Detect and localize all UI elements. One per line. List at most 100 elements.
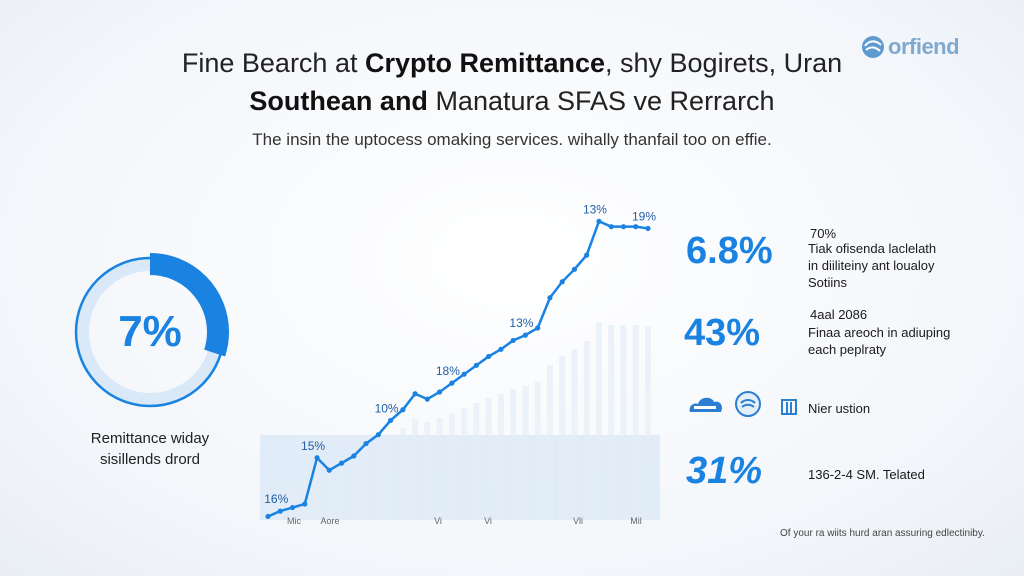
data-point (375, 432, 381, 438)
donut-value: 7% (118, 307, 182, 356)
grid-bar (534, 382, 541, 520)
grid-bar (387, 434, 394, 520)
building-icon (781, 399, 797, 415)
donut-label: Remittance widay sisillends drord (90, 430, 210, 468)
grid-bar (571, 349, 578, 520)
page-subtitle: The insin the uptocess omaking services.… (252, 130, 772, 149)
grid-bar (314, 455, 321, 520)
data-point (363, 440, 369, 447)
grid-bar (375, 442, 382, 520)
line-chart: Mic Aore Vi Vi Vli Mil 16% 15% 10% 18% 13% 13% 19% (260, 202, 660, 526)
grid-bar (608, 325, 615, 520)
grid-bar (546, 365, 553, 520)
data-point (351, 453, 357, 459)
data-point (449, 380, 455, 386)
footnote: Of your ra wiits hurd aran assuring edle… (780, 528, 985, 539)
data-point (412, 391, 418, 397)
grid-bar (510, 389, 517, 520)
data-point (547, 295, 553, 301)
data-point (326, 467, 332, 473)
data-point (277, 508, 283, 514)
data-point (437, 389, 443, 395)
data-point (424, 396, 430, 402)
stat-3-desc: Nier ustion (808, 401, 871, 416)
grid-bar (645, 326, 651, 520)
stat-2-top: 4aal 2086 (810, 307, 868, 322)
grid-bar (350, 454, 357, 520)
x-tick-label: Vli (573, 516, 583, 526)
stat-1-top: 70% (810, 226, 837, 241)
grid-bar (265, 488, 271, 520)
data-point (535, 325, 541, 331)
data-point (314, 455, 320, 461)
data-point (265, 513, 271, 520)
x-tick-label: Vi (434, 516, 442, 526)
data-point (633, 224, 639, 230)
data-label: 15% (301, 439, 325, 453)
data-point (620, 224, 627, 230)
data-point (289, 504, 296, 511)
grid-bar (326, 462, 333, 520)
stat-4-value: 31% (686, 450, 763, 492)
data-point (498, 346, 504, 352)
grid-bar (632, 325, 639, 520)
x-tick-label: Vi (484, 516, 492, 526)
grid-bar (497, 394, 504, 520)
x-tick-label: Mil (630, 516, 642, 526)
page-title-line-1: Fine Bearch at Crypto Remittance, shy Bo… (181, 48, 843, 78)
data-point (645, 225, 651, 232)
data-point (486, 353, 492, 360)
brand-logo: orfiend (860, 34, 960, 60)
brand-name: orfiend (888, 34, 960, 59)
data-label: 19% (632, 209, 656, 223)
data-point (461, 371, 467, 377)
grid-bar (522, 386, 529, 520)
data-point (584, 252, 590, 258)
grid-bar (485, 398, 492, 520)
data-label: 13% (583, 202, 607, 216)
data-label: 16% (264, 492, 288, 506)
grid-bar (448, 413, 455, 520)
data-point (559, 279, 565, 285)
stat-2-value: 43% (684, 312, 761, 354)
data-point (302, 501, 308, 507)
x-tick-label: Mic (287, 516, 301, 526)
data-point (608, 224, 614, 230)
globe-swirl-icon (862, 36, 884, 58)
grid-bar (595, 322, 602, 520)
grid-bar (473, 403, 480, 520)
grid-bar (338, 458, 345, 520)
grid-bar (620, 325, 627, 520)
data-label: 18% (436, 364, 460, 378)
data-point (338, 460, 345, 466)
grid-bar (583, 341, 590, 520)
data-point (596, 218, 602, 224)
data-point (571, 266, 578, 272)
grid-bar (559, 356, 566, 520)
grid-bar (277, 485, 284, 520)
grid-bar (289, 483, 296, 520)
donut-chart (71, 253, 229, 411)
page-title-line-2: Southean and Manatura SFAS ve Rerrarch (249, 86, 775, 116)
cloud-badge-icon (689, 397, 723, 412)
grid-bar (363, 447, 370, 520)
stat-1-desc: Tiak ofisenda laclelath in diiliteiny ant… (808, 241, 937, 290)
stat-2-desc: Finaa areoch in adiuping each peplraty (808, 325, 951, 357)
stat-4-desc: 136-2-4 SM. Telated (808, 467, 925, 482)
data-point (387, 417, 394, 424)
grid-bar (436, 418, 443, 520)
data-label: 13% (509, 316, 533, 330)
x-tick-label: Aore (320, 516, 339, 526)
grid-bar (412, 419, 419, 520)
grid-bar (424, 422, 431, 520)
data-point (473, 362, 479, 368)
data-point (400, 407, 406, 413)
data-point (522, 332, 529, 338)
data-label: 10% (375, 401, 399, 415)
data-point (510, 337, 516, 344)
stat-1-value: 6.8% (686, 230, 773, 272)
donut-arc (71, 253, 229, 411)
globe-badge-icon (735, 391, 761, 417)
grid-bar (399, 428, 406, 520)
grid-bar (461, 408, 468, 520)
